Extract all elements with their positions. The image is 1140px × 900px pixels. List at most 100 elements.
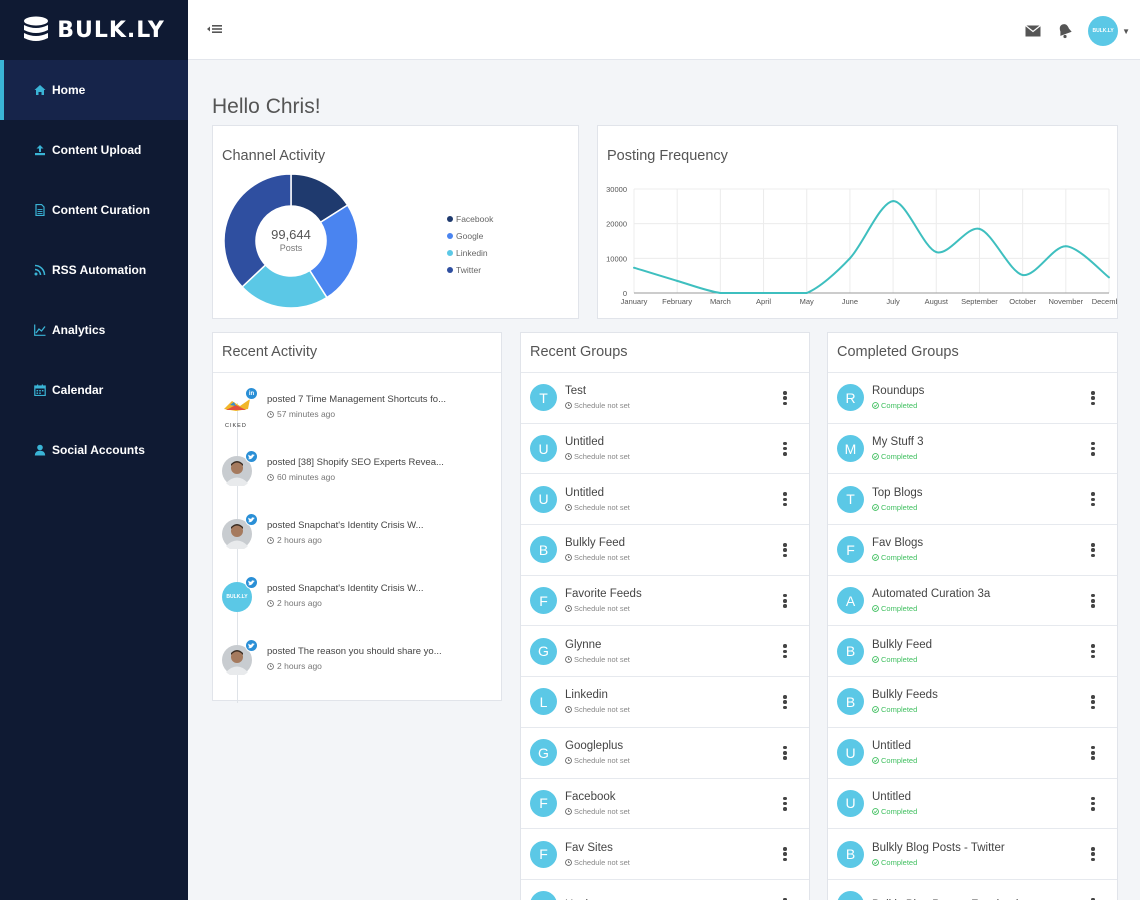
group-name[interactable]: Glynne xyxy=(565,638,602,651)
group-row[interactable]: L Linkedin Schedule not set xyxy=(521,677,809,728)
group-name[interactable]: Bulkly Blog Posts - Facebook xyxy=(872,899,1022,900)
recent-groups-title: Recent Groups xyxy=(530,344,628,360)
more-vertical-icon[interactable] xyxy=(783,593,787,608)
more-vertical-icon[interactable] xyxy=(783,644,787,659)
group-name[interactable]: Untitled xyxy=(872,740,911,753)
more-vertical-icon[interactable] xyxy=(1091,847,1095,862)
person-photo-icon xyxy=(222,456,252,486)
more-vertical-icon[interactable] xyxy=(1091,644,1095,659)
group-row[interactable]: B Bulkly Feeds Completed xyxy=(828,677,1117,728)
group-row[interactable]: T Test Schedule not set xyxy=(521,373,809,424)
group-row[interactable]: U Untitled Completed xyxy=(828,779,1117,830)
group-status: Completed xyxy=(872,401,924,410)
group-name[interactable]: Bulkly Feeds xyxy=(872,689,938,702)
activity-item[interactable]: posted Snapchat's Identity Crisis W... 2 … xyxy=(213,511,501,574)
more-vertical-icon[interactable] xyxy=(1091,897,1095,900)
group-name[interactable]: Linkedin xyxy=(565,689,608,702)
group-name[interactable]: Top Blogs xyxy=(872,486,923,499)
group-row[interactable]: F Fav Blogs Completed xyxy=(828,525,1117,576)
group-name[interactable]: Bulkly Feed xyxy=(872,638,933,651)
group-name[interactable]: Test xyxy=(565,385,587,398)
group-row[interactable]: H Hacks xyxy=(521,880,809,900)
group-name[interactable]: Roundups xyxy=(872,385,925,398)
group-status: Schedule not set xyxy=(565,604,642,613)
group-name[interactable]: Untitled xyxy=(565,436,604,449)
more-vertical-icon[interactable] xyxy=(1091,441,1095,456)
group-status: Schedule not set xyxy=(565,655,630,664)
group-row[interactable]: F Facebook Schedule not set xyxy=(521,779,809,830)
more-vertical-icon[interactable] xyxy=(1091,695,1095,710)
chevron-down-icon[interactable]: ▼ xyxy=(1122,26,1130,36)
more-vertical-icon[interactable] xyxy=(1091,745,1095,760)
group-row[interactable]: M My Stuff 3 Completed xyxy=(828,424,1117,475)
more-vertical-icon[interactable] xyxy=(783,492,787,507)
group-row[interactable]: F Fav Sites Schedule not set xyxy=(521,829,809,880)
group-row[interactable]: B Bulkly Blog Posts - Facebook xyxy=(828,880,1117,900)
brand-logo[interactable]: BULK.LY xyxy=(0,0,188,60)
more-vertical-icon[interactable] xyxy=(1091,391,1095,405)
group-row[interactable]: U Untitled Schedule not set xyxy=(521,474,809,526)
x-tick-label: April xyxy=(756,297,771,306)
group-name[interactable]: Fav Sites xyxy=(565,841,613,854)
group-row[interactable]: R Roundups Completed xyxy=(828,373,1117,424)
group-row[interactable]: T Top Blogs Completed xyxy=(828,474,1117,526)
group-row[interactable]: U Untitled Completed xyxy=(828,728,1117,779)
user-icon xyxy=(34,444,46,456)
sidebar-item-content-curation[interactable]: Content Curation xyxy=(0,180,188,240)
sidebar-item-rss-automation[interactable]: RSS Automation xyxy=(0,240,188,300)
more-vertical-icon[interactable] xyxy=(783,796,787,811)
group-name[interactable]: Favorite Feeds xyxy=(565,588,642,601)
activity-item[interactable]: posted The reason you should share yo...… xyxy=(213,637,501,700)
group-name[interactable]: Googleplus xyxy=(565,740,624,753)
group-name[interactable]: Hacks xyxy=(565,899,597,900)
group-row[interactable]: B Bulkly Blog Posts - Twitter Completed xyxy=(828,829,1117,880)
more-vertical-icon[interactable] xyxy=(1091,593,1095,608)
activity-item[interactable]: BULK.LY posted Snapchat's Identity Crisis… xyxy=(213,574,501,637)
group-row[interactable]: U Untitled Schedule not set xyxy=(521,424,809,475)
x-tick-label: August xyxy=(925,297,949,306)
more-vertical-icon[interactable] xyxy=(1091,492,1095,507)
more-vertical-icon[interactable] xyxy=(783,745,787,760)
group-name[interactable]: Untitled xyxy=(565,486,604,499)
bell-icon[interactable] xyxy=(1056,22,1074,40)
more-vertical-icon[interactable] xyxy=(1091,543,1095,558)
more-vertical-icon[interactable] xyxy=(783,847,787,862)
sidebar-item-social-accounts[interactable]: Social Accounts xyxy=(0,420,188,480)
group-row[interactable]: F Favorite Feeds Schedule not set xyxy=(521,576,809,627)
envelope-icon[interactable] xyxy=(1024,22,1042,40)
group-name[interactable]: Facebook xyxy=(565,790,616,803)
group-row[interactable]: A Automated Curation 3a Completed xyxy=(828,576,1117,627)
group-name[interactable]: Bulkly Blog Posts - Twitter xyxy=(872,841,1005,854)
user-avatar[interactable]: BULK.LY xyxy=(1088,16,1119,46)
sidebar-item-analytics[interactable]: Analytics xyxy=(0,300,188,360)
more-vertical-icon[interactable] xyxy=(783,441,787,456)
clock-icon xyxy=(565,605,572,613)
group-row[interactable]: G Googleplus Schedule not set xyxy=(521,728,809,779)
clock-icon xyxy=(565,503,572,511)
sidebar: BULK.LY Home Content Upload Content Curati… xyxy=(0,0,188,900)
sidebar-item-label: RSS Automation xyxy=(52,263,147,277)
sidebar-item-content-upload[interactable]: Content Upload xyxy=(0,120,188,180)
data-point-february xyxy=(676,279,679,282)
sidebar-item-calendar[interactable]: Calendar xyxy=(0,360,188,420)
activity-item[interactable]: CIKED in posted 7 Time Management Shortcut… xyxy=(213,385,501,448)
donut-slice-twitter[interactable] xyxy=(223,173,292,288)
more-vertical-icon[interactable] xyxy=(783,543,787,558)
more-vertical-icon[interactable] xyxy=(783,391,787,405)
group-name[interactable]: Untitled xyxy=(872,790,911,803)
posting-frequency-title: Posting Frequency xyxy=(607,148,728,164)
group-row[interactable]: B Bulkly Feed Schedule not set xyxy=(521,525,809,576)
activity-item[interactable]: posted [38] Shopify SEO Experts Revea...… xyxy=(213,448,501,511)
group-name[interactable]: My Stuff 3 xyxy=(872,436,924,449)
group-row[interactable]: B Bulkly Feed Completed xyxy=(828,626,1117,678)
sidebar-item-home[interactable]: Home xyxy=(0,60,188,120)
more-vertical-icon[interactable] xyxy=(783,897,787,900)
group-status-text: Completed xyxy=(881,502,918,512)
group-name[interactable]: Fav Blogs xyxy=(872,537,924,550)
group-name[interactable]: Automated Curation 3a xyxy=(872,588,991,601)
more-vertical-icon[interactable] xyxy=(1091,796,1095,811)
group-row[interactable]: G Glynne Schedule not set xyxy=(521,626,809,678)
more-vertical-icon[interactable] xyxy=(783,695,787,710)
sidebar-toggle-icon[interactable] xyxy=(206,22,222,36)
group-name[interactable]: Bulkly Feed xyxy=(565,537,626,550)
